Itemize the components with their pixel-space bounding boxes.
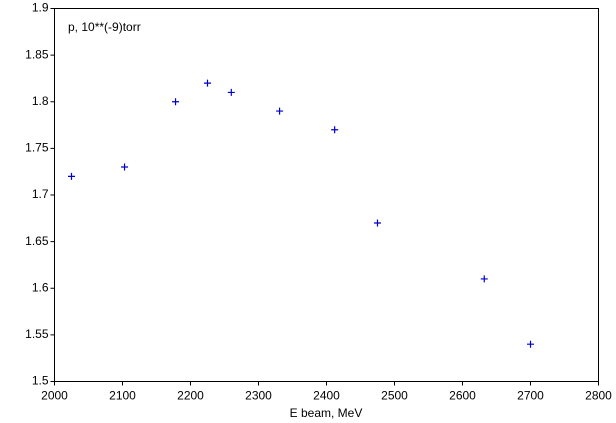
marker — [276, 107, 284, 115]
y-tick-label: 1.85 — [25, 47, 49, 61]
y-tick-label: 1.75 — [25, 141, 49, 155]
x-tick-label: 2200 — [177, 389, 204, 403]
marker — [227, 88, 235, 96]
y-tick-label: 1.5 — [32, 374, 49, 388]
x-axis-label: E beam, MeV — [290, 406, 363, 420]
marker — [121, 163, 129, 171]
y-tick-label: 1.6 — [32, 280, 49, 294]
marker — [374, 219, 381, 227]
marker — [172, 98, 180, 106]
annotation: p, 10**(-9)torr — [68, 20, 141, 34]
y-tick-label: 1.8 — [32, 94, 49, 108]
marker — [527, 340, 534, 348]
x-tick-label: 2100 — [109, 389, 136, 403]
x-tick-label: 2300 — [245, 389, 272, 403]
x-tick-label: 2400 — [313, 389, 340, 403]
marker — [480, 275, 488, 283]
x-tick-label: 2500 — [381, 389, 408, 403]
marker — [331, 126, 339, 134]
x-tick-label: 2000 — [41, 389, 68, 403]
marker — [204, 79, 211, 87]
x-tick-label: 2800 — [585, 389, 612, 403]
y-tick-label: 1.65 — [25, 234, 49, 248]
y-tick-label: 1.7 — [32, 187, 49, 201]
y-tick-label: 1.9 — [32, 1, 49, 15]
y-tick-label: 1.55 — [25, 327, 49, 341]
marker — [68, 172, 75, 180]
x-tick-label: 2700 — [517, 389, 544, 403]
x-tick-label: 2600 — [449, 389, 476, 403]
